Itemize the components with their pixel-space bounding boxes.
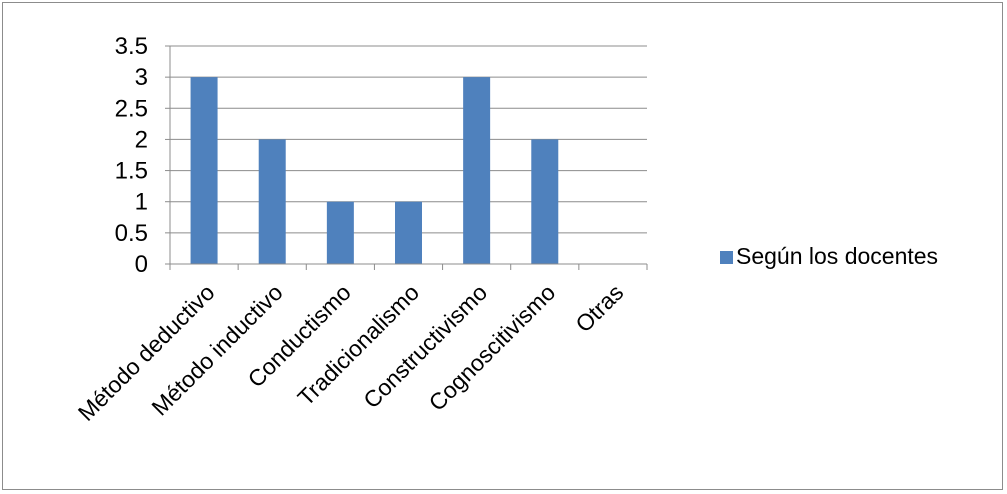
gridlines [170,45,647,234]
legend: Según los docentes [720,243,938,269]
bar [531,139,559,264]
y-tick-label: 1.5 [115,158,148,185]
legend-swatch [720,251,733,264]
category-label: Otras [570,279,628,337]
category-label: Constructivismo [358,279,492,413]
bars [190,77,559,265]
y-tick-labels: 0 0.5 1 1.5 2 2.5 3 3.5 [115,33,148,278]
y-tick-label: 3.5 [115,33,148,60]
y-tick-label: 2.5 [115,95,148,122]
bar [258,139,286,264]
category-label: Cognoscitivismo [424,279,561,416]
bar [326,201,354,264]
category-label: Tradicionalismo [292,279,424,411]
y-tick-label: 2 [135,126,148,153]
y-tick-label: 3 [135,64,148,91]
y-tick-label: 1 [135,189,148,216]
bar [395,201,422,264]
bar [190,77,218,265]
legend-label: Según los docentes [736,243,938,269]
bar [463,77,491,265]
y-tick-label: 0.5 [115,220,148,247]
axes [165,45,648,270]
y-tick-label: 0 [135,251,148,278]
bar-chart: 0 0.5 1 1.5 2 2.5 3 3.5 Método deductivoMétodo … [73,33,938,426]
